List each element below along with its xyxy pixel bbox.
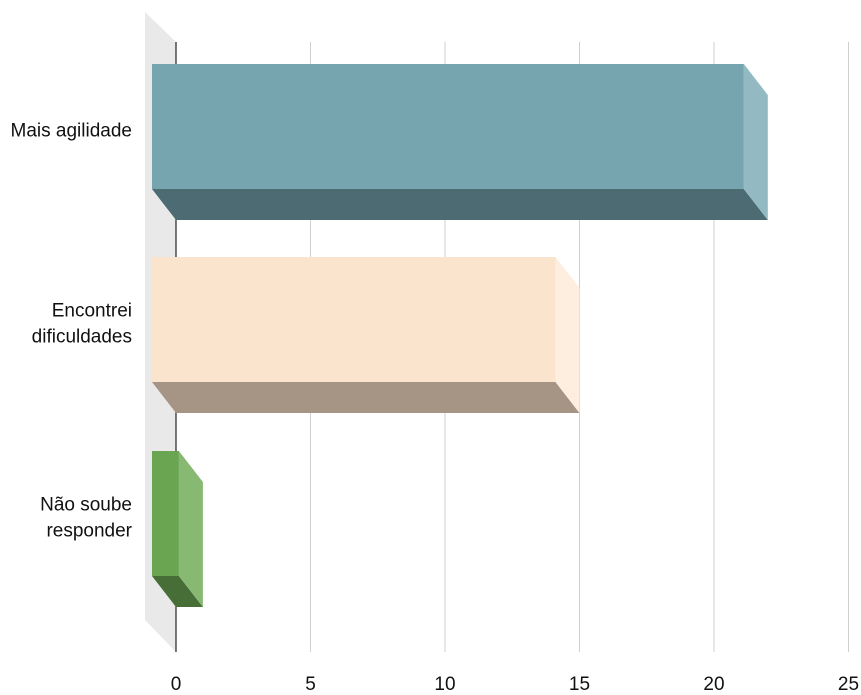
- bar-bottom-face: [152, 382, 580, 413]
- x-tick-label: 15: [569, 674, 590, 695]
- bar: [152, 451, 203, 607]
- category-label: Mais agilidade: [11, 121, 132, 142]
- bar-front-face: [152, 257, 556, 382]
- bar-bottom-face: [152, 576, 203, 607]
- bar-front-face: [152, 451, 179, 576]
- x-tick-label: 0: [171, 674, 182, 695]
- bars: [152, 64, 768, 607]
- bar: [152, 64, 768, 220]
- x-tick-label: 10: [434, 674, 455, 695]
- bar-side-face: [178, 451, 203, 607]
- bar-side-face: [555, 257, 580, 413]
- x-tick-label: 5: [305, 674, 316, 695]
- bar: [152, 257, 580, 413]
- x-axis-tick-labels: 0 5 10 15 20 25: [171, 674, 859, 695]
- x-tick-label: 20: [703, 674, 724, 695]
- category-label: Não soube responder: [40, 495, 133, 542]
- bar-side-face: [743, 64, 768, 220]
- category-label: Encontrei dificuldades: [32, 301, 132, 348]
- category-labels: Mais agilidade Encontrei dificuldades Não s…: [11, 121, 133, 542]
- x-tick-label: 25: [838, 674, 859, 695]
- bar-bottom-face: [152, 189, 768, 220]
- bar-front-face: [152, 64, 744, 189]
